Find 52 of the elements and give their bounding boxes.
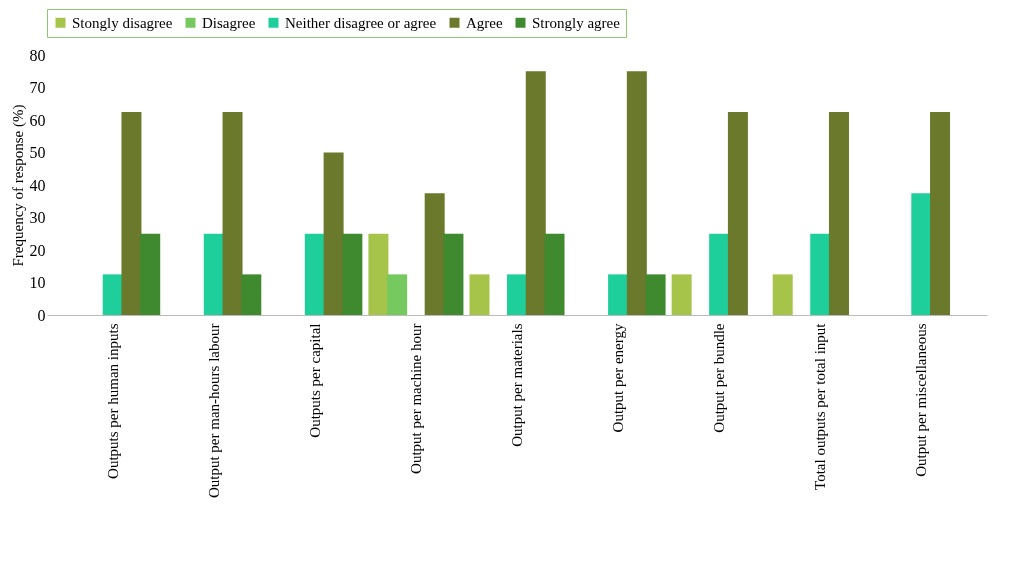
bar	[121, 111, 142, 315]
bar	[241, 274, 262, 315]
x-tick-label: Output per man-hours labour	[205, 323, 222, 499]
x-tick-label: Output per materials	[509, 323, 525, 447]
y-tick-label: 50	[29, 144, 46, 161]
bar	[930, 111, 951, 315]
legend-label: Agree	[466, 14, 503, 31]
bar	[608, 274, 629, 315]
bar	[709, 233, 730, 315]
bar	[203, 233, 224, 315]
bar	[102, 274, 123, 315]
y-tick-label: 0	[37, 306, 46, 324]
x-tick-label: Output per energy	[610, 323, 627, 433]
y-tick-label: 20	[29, 241, 46, 259]
bar	[544, 233, 565, 315]
bar	[323, 152, 344, 315]
legend-label: Neither disagree or agree	[285, 14, 437, 31]
legend-label: Stongly disagree	[72, 14, 173, 31]
x-tick-label: Output per bundle	[711, 323, 728, 433]
bar	[645, 274, 666, 315]
bar	[671, 274, 692, 315]
y-axis-title: Frequency of response (%)	[9, 104, 27, 267]
bar	[810, 233, 831, 315]
y-tick-label: 80	[29, 46, 46, 64]
bar	[304, 233, 325, 315]
y-tick-label: 10	[29, 274, 46, 291]
bar	[727, 111, 748, 315]
y-tick-label: 40	[29, 176, 46, 194]
bar	[828, 111, 849, 315]
x-tick-label: Output per miscellaneous	[913, 323, 930, 477]
x-tick-label: Total outputs per total input	[812, 322, 829, 490]
bar	[140, 233, 161, 315]
y-tick-label: 60	[29, 111, 46, 129]
legend-label: Strongly agree	[532, 14, 621, 31]
legend-label: Disagree	[202, 14, 256, 31]
bar	[911, 193, 932, 315]
bar	[772, 274, 793, 315]
x-tick-label: Outputs per human inputs	[104, 323, 121, 479]
x-tick-label: Output per machine hour	[407, 323, 424, 474]
bar	[387, 274, 408, 315]
bar	[469, 274, 490, 315]
y-tick-label: 30	[29, 209, 46, 226]
bar	[342, 233, 363, 315]
bar	[368, 233, 389, 315]
x-tick-label: Outputs per capital	[306, 323, 323, 438]
bar	[507, 274, 527, 315]
bar	[443, 233, 464, 315]
bar	[222, 111, 243, 315]
bar	[525, 71, 546, 315]
y-tick-label: 70	[29, 79, 46, 96]
bar	[626, 71, 647, 315]
bar	[424, 193, 445, 315]
